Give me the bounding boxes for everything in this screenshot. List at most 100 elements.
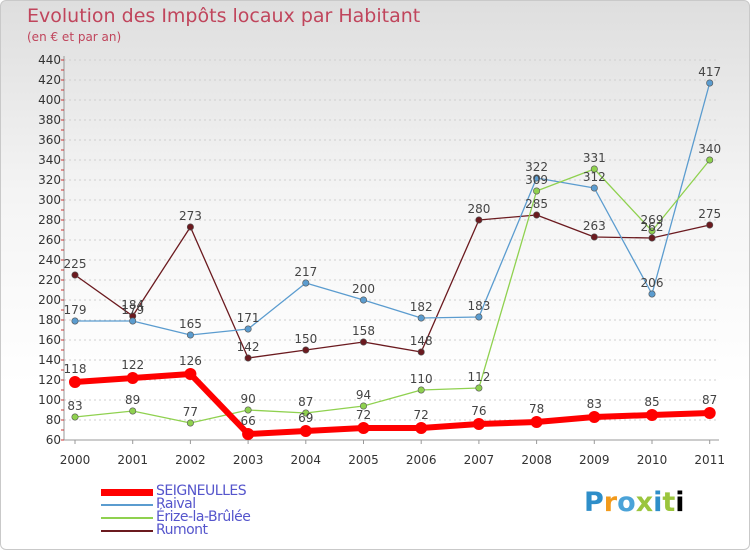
data-point [648, 234, 656, 242]
legend-swatch [101, 517, 153, 519]
y-tick-label: 380 [38, 113, 61, 127]
data-point [186, 419, 194, 427]
data-point [357, 422, 370, 434]
x-tick-label: 2001 [117, 453, 148, 467]
data-label: 280 [467, 202, 490, 216]
data-point [475, 216, 483, 224]
legend-label: Rumont [156, 522, 208, 538]
data-point [302, 279, 310, 287]
y-tick-label: 280 [38, 213, 61, 227]
data-label: 87 [298, 395, 313, 409]
y-tick-label: 180 [38, 313, 61, 327]
data-point [184, 368, 197, 380]
data-label: 83 [587, 397, 602, 411]
data-point [648, 290, 656, 298]
data-point [706, 221, 714, 229]
proxiti-logo: Proxiti [584, 487, 685, 518]
data-label: 262 [641, 220, 664, 234]
data-label: 165 [179, 317, 202, 331]
data-label: 179 [64, 303, 87, 317]
x-tick-label: 2005 [348, 453, 379, 467]
data-point [244, 354, 252, 362]
data-label: 66 [240, 414, 255, 428]
x-tick-label: 2010 [637, 453, 668, 467]
data-label: 263 [583, 219, 606, 233]
y-tick-label: 140 [38, 353, 61, 367]
data-label: 158 [352, 324, 375, 338]
data-label: 94 [356, 388, 371, 402]
data-point [126, 372, 139, 384]
data-label: 85 [644, 395, 659, 409]
data-label: 273 [179, 209, 202, 223]
data-label: 200 [352, 282, 375, 296]
data-label: 118 [64, 362, 87, 376]
x-tick-label: 2000 [60, 453, 91, 467]
data-label: 69 [298, 411, 313, 425]
data-point [706, 156, 714, 164]
data-label: 87 [702, 393, 717, 407]
data-point [417, 386, 425, 394]
data-point [299, 425, 312, 437]
data-label: 72 [414, 408, 429, 422]
y-tick-label: 360 [38, 133, 61, 147]
data-point [71, 413, 79, 421]
data-point [129, 317, 137, 325]
data-label: 183 [467, 299, 490, 313]
legend-swatch [101, 504, 153, 506]
data-point [129, 407, 137, 415]
data-label: 269 [641, 213, 664, 227]
y-tick-label: 440 [38, 53, 61, 67]
data-label: 309 [525, 173, 548, 187]
data-point [590, 184, 598, 192]
series-line-seigneulles [74, 371, 710, 437]
chart-subtitle: (en € et par an) [27, 30, 122, 44]
data-point [590, 233, 598, 241]
data-label: 217 [294, 265, 317, 279]
data-label: 206 [641, 276, 664, 290]
data-point [69, 376, 81, 388]
x-tick-label: 2004 [291, 453, 322, 467]
data-point [475, 384, 483, 392]
data-label: 112 [467, 370, 490, 384]
data-label: 142 [237, 340, 260, 354]
data-point [530, 416, 543, 428]
data-label: 331 [583, 151, 606, 165]
legend-label: Raival [156, 496, 196, 512]
chart-title: Evolution des Impôts locaux par Habitant [27, 5, 421, 27]
y-tick-label: 420 [38, 73, 61, 87]
data-label: 83 [67, 399, 82, 413]
data-point [359, 402, 367, 410]
data-label: 417 [698, 65, 721, 79]
data-point [244, 325, 252, 333]
data-label: 110 [410, 372, 433, 386]
data-label: 285 [525, 197, 548, 211]
data-label: 89 [125, 393, 140, 407]
legend-label: SEIGNEULLES [156, 483, 247, 499]
y-tick-label: 120 [38, 373, 61, 387]
data-label: 179 [121, 303, 144, 317]
y-tick-label: 60 [46, 433, 61, 447]
x-tick-label: 2011 [694, 453, 725, 467]
data-label: 126 [179, 354, 202, 368]
data-point [588, 411, 601, 423]
data-point [242, 428, 255, 440]
data-point [417, 348, 425, 356]
data-point [359, 296, 367, 304]
y-tick-label: 200 [38, 293, 61, 307]
data-point [703, 407, 716, 419]
data-point [533, 187, 541, 195]
data-label: 72 [356, 408, 371, 422]
data-label: 275 [698, 207, 721, 221]
x-tick-label: 2003 [233, 453, 264, 467]
y-tick-label: 300 [38, 193, 61, 207]
data-point [71, 271, 79, 279]
data-point [244, 406, 252, 414]
y-tick-label: 240 [38, 253, 61, 267]
data-label: 76 [471, 404, 486, 418]
data-point [533, 211, 541, 219]
data-label: 78 [529, 402, 544, 416]
data-label: 312 [583, 170, 606, 184]
data-point [706, 79, 714, 87]
legend-swatch [101, 489, 153, 496]
legend-label: Érize-la-Brûlée [156, 509, 251, 525]
